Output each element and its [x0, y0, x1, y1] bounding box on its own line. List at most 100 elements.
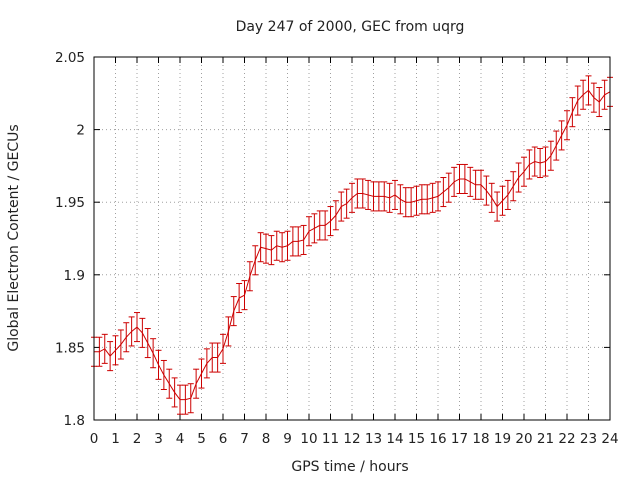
x-tick-label: 19: [494, 431, 511, 447]
data-point: [488, 182, 495, 213]
data-point: [537, 147, 544, 179]
data-point: [478, 169, 484, 200]
data-point: [596, 86, 603, 118]
data-point: [504, 179, 511, 210]
data-point: [553, 130, 560, 161]
data-point: [187, 383, 194, 414]
data-point: [230, 296, 237, 327]
data-point: [214, 342, 221, 373]
data-point: [263, 233, 269, 264]
x-tick-label: 21: [537, 431, 554, 447]
x-tick-label: 5: [197, 431, 206, 447]
series-layer: [91, 75, 613, 415]
data-point: [585, 75, 592, 106]
axis-ticks: 0 1 2 3 4 5 6 7 8 9 10 11 12 13 14 15 16 17 18 19 20 21 22 23 24…: [55, 50, 619, 447]
data-point: [386, 182, 393, 213]
data-point: [349, 182, 355, 213]
data-point: [252, 245, 259, 276]
x-tick-label: 8: [262, 431, 271, 447]
data-point: [580, 79, 587, 110]
data-point: [246, 261, 253, 292]
y-tick-label: 1.8: [64, 413, 85, 429]
data-point: [177, 384, 183, 415]
data-point: [375, 181, 382, 212]
data-point: [521, 156, 527, 187]
data-point: [343, 188, 350, 219]
data-point: [203, 348, 210, 379]
data-point: [413, 185, 420, 216]
data-point: [574, 85, 581, 116]
data-point: [273, 230, 280, 261]
x-tick-label: 18: [472, 431, 489, 447]
data-point: [402, 187, 409, 218]
data-point: [155, 349, 162, 380]
data-point: [112, 335, 119, 366]
x-tick-label: 0: [90, 431, 99, 447]
data-point: [569, 97, 576, 128]
data-point: [601, 79, 608, 110]
data-point: [279, 232, 286, 263]
x-tick-label: 3: [154, 431, 163, 447]
data-point: [338, 191, 345, 222]
data-point: [193, 368, 200, 399]
data-point: [289, 226, 296, 257]
data-point: [370, 181, 377, 212]
data-point: [134, 312, 140, 343]
data-point: [327, 206, 334, 237]
data-point: [306, 216, 312, 247]
grid: [94, 57, 610, 420]
x-tick-label: 11: [322, 431, 339, 447]
data-point: [429, 182, 436, 213]
data-point: [295, 226, 302, 257]
data-point: [354, 178, 361, 209]
x-tick-label: 17: [451, 431, 468, 447]
data-point: [257, 232, 264, 263]
data-point: [117, 329, 124, 360]
data-point: [332, 200, 339, 231]
data-point: [547, 140, 554, 171]
data-point: [311, 213, 318, 244]
data-point: [160, 359, 167, 391]
data-point: [166, 368, 173, 399]
data-point: [209, 342, 216, 373]
data-point: [171, 377, 178, 408]
data-point: [101, 333, 108, 364]
data-point: [515, 162, 522, 193]
data-point: [397, 184, 404, 215]
x-tick-label: 9: [283, 431, 292, 447]
x-tick-label: 12: [343, 431, 360, 447]
data-point: [542, 146, 549, 177]
data-point: [107, 341, 114, 372]
x-axis-label: GPS time / hours: [291, 459, 408, 475]
data-point: [440, 177, 447, 208]
data-point: [225, 316, 232, 347]
data-point: [144, 328, 151, 359]
plot-frame: [93, 56, 611, 421]
x-tick-label: 15: [408, 431, 425, 447]
x-tick-label: 7: [240, 431, 249, 447]
data-point: [472, 169, 479, 200]
data-point: [316, 210, 323, 241]
data-point: [123, 322, 130, 353]
y-tick-label: 1.9: [64, 268, 85, 284]
data-point: [445, 172, 452, 203]
data-point: [392, 179, 398, 210]
data-point: [510, 171, 517, 202]
x-tick-label: 23: [580, 431, 597, 447]
data-point: [467, 166, 474, 197]
data-point: [359, 178, 366, 209]
data-point: [499, 185, 506, 216]
data-point: [461, 163, 468, 194]
x-tick-label: 1: [111, 431, 120, 447]
chart-title: Day 247 of 2000, GEC from uqrg: [236, 19, 465, 35]
data-point: [241, 280, 248, 311]
data-point: [220, 333, 226, 364]
data-point: [139, 317, 146, 348]
data-point: [435, 181, 441, 212]
data-point: [451, 166, 458, 197]
data-point: [526, 149, 533, 180]
data-point: [424, 184, 431, 215]
data-point: [322, 210, 329, 241]
